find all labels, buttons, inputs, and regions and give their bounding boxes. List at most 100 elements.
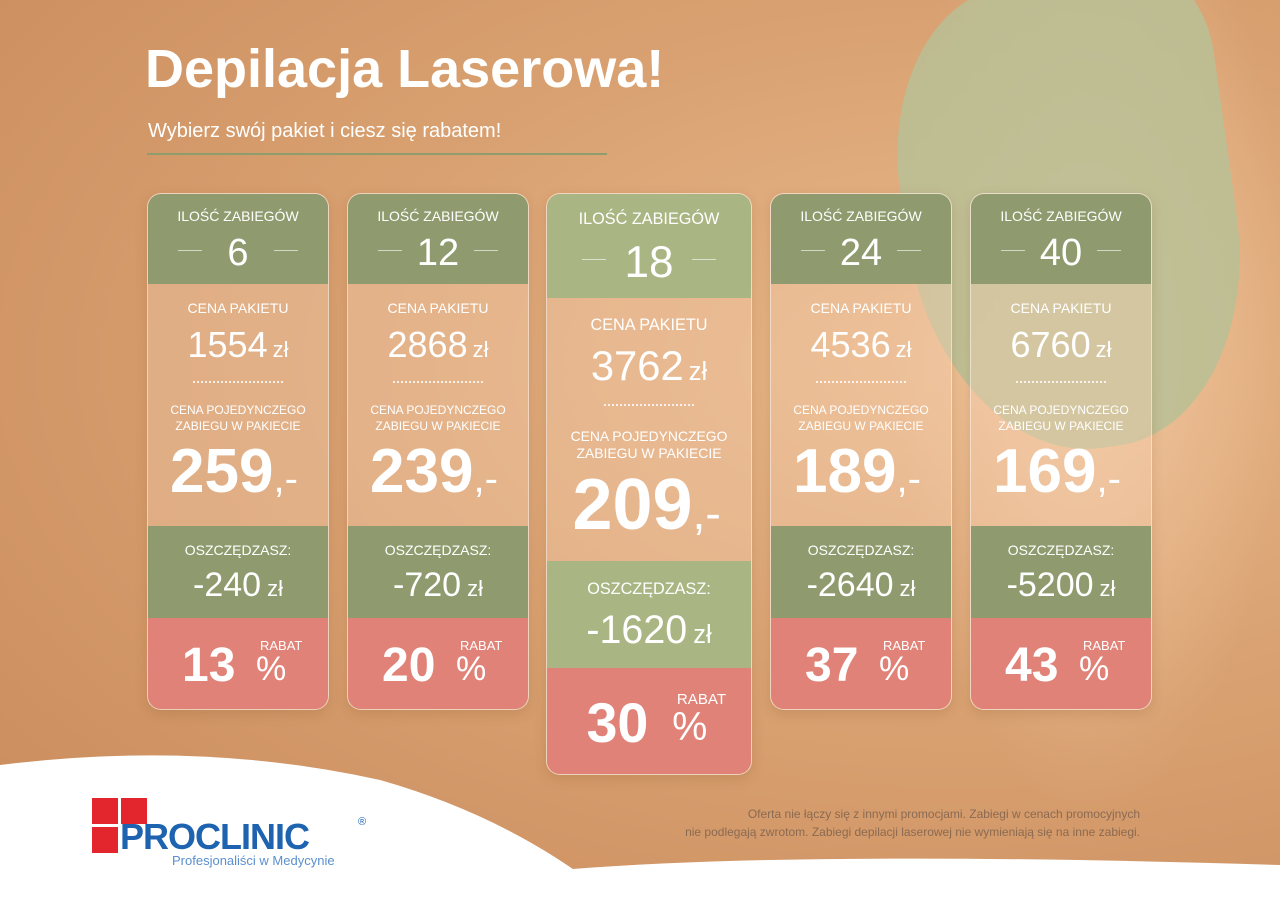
price-section: CENA PAKIETU 2868 zł CENA POJEDYNCZEGO ZABIE… — [348, 284, 528, 526]
package-card: ILOŚĆ ZABIEGÓW 24 CENA PAKIETU 4536 zł CENA P… — [770, 193, 952, 710]
price-currency: zł — [895, 337, 912, 362]
price-amount: 2868 — [387, 324, 468, 365]
count-dash — [178, 250, 202, 251]
count-section: ILOŚĆ ZABIEGÓW 6 — [148, 194, 328, 284]
savings-amount: -5200 zł — [971, 566, 1151, 605]
discount-value: 43 — [1005, 639, 1059, 692]
price-amount: 4536 — [810, 324, 891, 365]
package-price-label: CENA PAKIETU — [187, 300, 289, 316]
savings-label: OSZCZĘDZASZ: — [587, 579, 711, 598]
count-dash — [1097, 250, 1121, 251]
footer-note: nie podlegają zwrotom. Zabiegi depilacji… — [685, 825, 1140, 839]
savings-section: OSZCZĘDZASZ: -2640 zł — [771, 526, 951, 618]
savings-value: -5200 — [1006, 566, 1094, 604]
single-price-amount: 189 — [793, 437, 897, 506]
single-price-label: ZABIEGU W PAKIECIE — [175, 419, 301, 433]
discount-percent: % — [456, 650, 487, 688]
price-section: CENA PAKIETU 4536 zł CENA POJEDYNCZEGO ZABIE… — [771, 284, 951, 526]
savings-label: OSZCZĘDZASZ: — [184, 542, 292, 558]
price-amount: 1554 — [187, 324, 268, 365]
package-price-label: CENA PAKIETU — [1010, 300, 1112, 316]
price-section: CENA PAKIETU 1554 zł CENA POJEDYNCZEGO ZABIE… — [148, 284, 328, 526]
single-price-label: ZABIEGU W PAKIECIE — [998, 419, 1124, 433]
package-price: 1554 zł — [148, 324, 328, 366]
discount-section: 30 RABAT% — [547, 668, 751, 774]
package-card: ILOŚĆ ZABIEGÓW 18 CENA PAKIETU 3762 zł CENA P… — [546, 193, 752, 775]
logo-square — [92, 798, 118, 824]
single-price-suffix: ,- — [473, 457, 498, 501]
count-dash — [274, 250, 298, 251]
count-value: 12 — [416, 232, 460, 274]
savings-section: OSZCZĘDZASZ: -1620 zł — [547, 561, 751, 669]
single-price-amount: 259 — [170, 437, 274, 506]
single-price-suffix: ,- — [1096, 457, 1121, 501]
package-card: ILOŚĆ ZABIEGÓW 12 CENA PAKIETU 2868 zł CENA P… — [347, 193, 529, 710]
single-price: 209,- — [573, 464, 721, 546]
savings-section: OSZCZĘDZASZ: -720 zł — [348, 526, 528, 618]
package-card: ILOŚĆ ZABIEGÓW 6 CENA PAKIETU 1554 zł CENA PO… — [147, 193, 329, 710]
savings-label: OSZCZĘDZASZ: — [1007, 542, 1115, 558]
single-price-suffix: ,- — [273, 457, 298, 501]
savings-amount: -240 zł — [148, 566, 328, 605]
discount-percent: % — [256, 650, 287, 688]
dotted-divider — [604, 403, 694, 406]
package-price-label: CENA PAKIETU — [590, 315, 708, 334]
dotted-divider — [193, 381, 283, 383]
count-label: ILOŚĆ ZABIEGÓW — [800, 208, 922, 224]
discount-value: 37 — [805, 639, 859, 692]
price-currency: zł — [472, 337, 489, 362]
price-currency: zł — [272, 337, 289, 362]
single-price-amount: 169 — [993, 437, 1097, 506]
discount-label: RABAT — [1083, 638, 1126, 653]
price-section: CENA PAKIETU 3762 zł CENA POJEDYNCZEGO ZABIE… — [547, 298, 751, 561]
logo-icon — [92, 798, 148, 854]
discount-label: RABAT — [676, 691, 727, 709]
discount-label: RABAT — [883, 638, 926, 653]
package-price: 3762 zł — [547, 342, 751, 390]
package-price: 6760 zł — [971, 324, 1151, 366]
savings-value: -720 — [393, 566, 462, 604]
subtitle: Wybierz swój pakiet i ciesz się rabatem! — [148, 120, 502, 142]
package-price: 2868 zł — [348, 324, 528, 366]
package-price: 4536 zł — [771, 324, 951, 366]
single-price-label: CENA POJEDYNCZEGO — [570, 427, 728, 444]
dotted-divider — [816, 381, 906, 383]
savings-amount: -1620 zł — [547, 608, 751, 653]
footer-shape — [560, 858, 1280, 905]
discount-value: 13 — [182, 639, 236, 692]
count-dash — [897, 250, 921, 251]
discount-section: 13 RABAT% — [148, 618, 328, 709]
discount-value: 20 — [382, 639, 436, 692]
dotted-divider — [1016, 381, 1106, 383]
count-dash — [378, 250, 402, 251]
single-price-label: CENA POJEDYNCZEGO — [993, 403, 1129, 417]
single-price-amount: 239 — [370, 437, 474, 506]
divider — [147, 153, 607, 155]
logo-tagline: Profesjonaliści w Medycynie — [172, 853, 335, 868]
package-price-label: CENA PAKIETU — [810, 300, 912, 316]
count-label: ILOŚĆ ZABIEGÓW — [177, 208, 299, 224]
savings-currency: zł — [1099, 576, 1116, 601]
single-price-label: CENA POJEDYNCZEGO — [793, 403, 929, 417]
single-price-label: ZABIEGU W PAKIECIE — [576, 445, 722, 462]
savings-label: OSZCZĘDZASZ: — [807, 542, 915, 558]
discount-percent: % — [672, 705, 708, 750]
savings-value: -240 — [193, 566, 262, 604]
discount-section: 43 RABAT% — [971, 618, 1151, 709]
count-label: ILOŚĆ ZABIEGÓW — [377, 208, 499, 224]
single-price: 189,- — [793, 436, 921, 507]
savings-amount: -2640 zł — [771, 566, 951, 605]
single-price-suffix: ,- — [692, 486, 721, 539]
count-section: ILOŚĆ ZABIEGÓW 18 — [547, 194, 751, 299]
count-dash — [581, 258, 606, 260]
logo-text: PROCLINIC — [120, 816, 310, 857]
savings-value: -2640 — [806, 566, 894, 604]
single-price-label: CENA POJEDYNCZEGO — [370, 403, 506, 417]
count-value: 18 — [624, 238, 674, 288]
savings-section: OSZCZĘDZASZ: -240 zł — [148, 526, 328, 618]
count-dash — [692, 258, 717, 260]
count-label: ILOŚĆ ZABIEGÓW — [1000, 208, 1122, 224]
count-label: ILOŚĆ ZABIEGÓW — [578, 210, 720, 229]
single-price-label: ZABIEGU W PAKIECIE — [798, 419, 924, 433]
